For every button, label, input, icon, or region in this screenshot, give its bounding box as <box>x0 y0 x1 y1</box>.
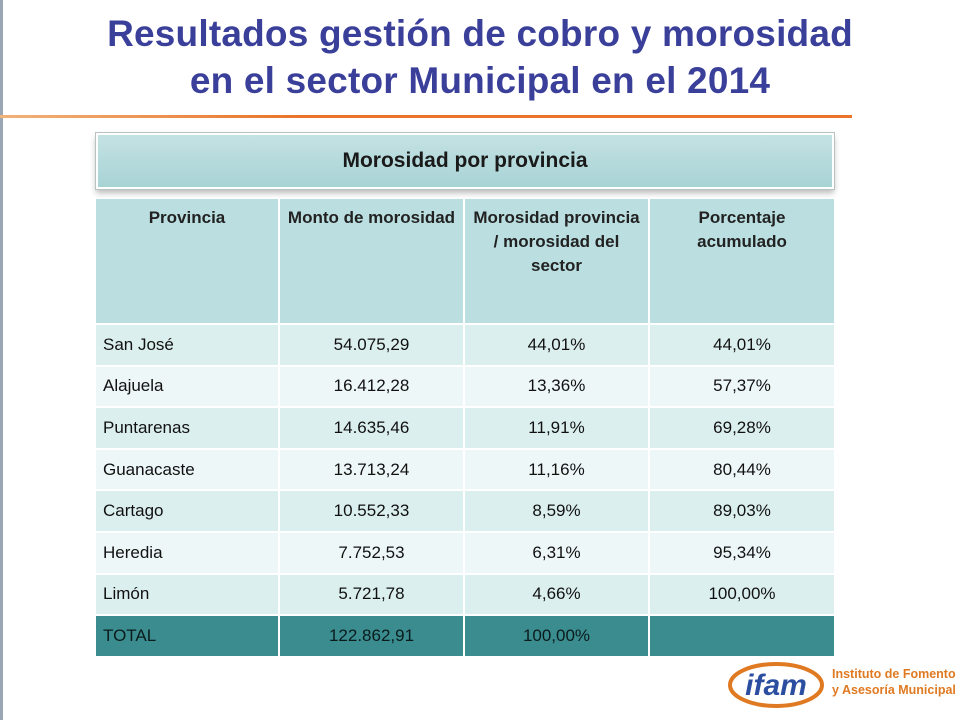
logo-text-line-1: Instituto de Fomento <box>832 667 956 681</box>
cell-acumulado: 100,00% <box>649 572 834 616</box>
table-row: Alajuela 16.412,28 13,36% 57,37% <box>96 364 834 408</box>
cell-ratio: 11,16% <box>464 447 650 491</box>
header-morosidad-ratio: Morosidad provincia / morosidad del sect… <box>464 199 650 324</box>
cell-provincia: San José <box>96 323 280 366</box>
page-title: Resultados gestión de cobro y morosidad … <box>0 10 960 104</box>
cell-acumulado: 69,28% <box>649 406 834 449</box>
table-row: Cartago 10.552,33 8,59% 89,03% <box>96 489 834 532</box>
cell-acumulado: 89,03% <box>649 489 834 532</box>
cell-acumulado: 80,44% <box>649 447 834 491</box>
cell-monto: 5.721,78 <box>279 572 465 616</box>
table-row: Heredia 7.752,53 6,31% 95,34% <box>96 530 834 574</box>
cell-provincia: Cartago <box>96 489 280 532</box>
cell-acumulado: 57,37% <box>649 364 834 408</box>
cell-ratio: 4,66% <box>464 572 650 616</box>
cell-acumulado: 44,01% <box>649 323 834 366</box>
cell-monto: 7.752,53 <box>279 530 465 574</box>
table-body: San José 54.075,29 44,01% 44,01% Alajuela 16.… <box>96 323 834 656</box>
cell-provincia: Heredia <box>96 530 280 574</box>
cell-provincia: Limón <box>96 572 280 616</box>
left-border <box>0 0 3 720</box>
table-header-row: Provincia Monto de morosidad Morosidad p… <box>96 199 834 324</box>
cell-monto: 16.412,28 <box>279 364 465 408</box>
morosidad-table: Provincia Monto de morosidad Morosidad p… <box>96 199 834 656</box>
table-row: San José 54.075,29 44,01% 44,01% <box>96 323 834 366</box>
header-porcentaje-acumulado: Porcentaje acumulado <box>649 199 834 324</box>
cell-ratio: 8,59% <box>464 489 650 532</box>
ifam-logo: ifam <box>728 662 824 708</box>
total-cell-monto: 122.862,91 <box>279 614 465 656</box>
total-cell-ratio: 100,00% <box>464 614 650 656</box>
table-row: Puntarenas 14.635,46 11,91% 69,28% <box>96 406 834 449</box>
logo-text-line-2: y Asesoría Municipal <box>832 683 956 697</box>
section-banner: Morosidad por provincia <box>95 132 835 190</box>
table-row: Guanacaste 13.713,24 11,16% 80,44% <box>96 447 834 491</box>
cell-monto: 54.075,29 <box>279 323 465 366</box>
cell-ratio: 11,91% <box>464 406 650 449</box>
cell-ratio: 44,01% <box>464 323 650 366</box>
page-title-line-2: en el sector Municipal en el 2014 <box>189 60 771 101</box>
cell-provincia: Alajuela <box>96 364 280 408</box>
header-monto: Monto de morosidad <box>279 199 465 324</box>
logo-text: Instituto de Fomento y Asesoría Municipa… <box>832 666 956 698</box>
cell-monto: 14.635,46 <box>279 406 465 449</box>
logo-mark: ifam <box>745 669 807 702</box>
table-total-row: TOTAL 122.862,91 100,00% <box>96 614 834 656</box>
total-cell-acumulado <box>649 614 834 656</box>
table-row: Limón 5.721,78 4,66% 100,00% <box>96 572 834 616</box>
header-provincia: Provincia <box>96 199 280 324</box>
cell-provincia: Guanacaste <box>96 447 280 491</box>
cell-ratio: 13,36% <box>464 364 650 408</box>
total-cell-provincia: TOTAL <box>96 614 280 656</box>
cell-acumulado: 95,34% <box>649 530 834 574</box>
cell-ratio: 6,31% <box>464 530 650 574</box>
section-banner-label: Morosidad por provincia <box>342 149 588 172</box>
cell-monto: 13.713,24 <box>279 447 465 491</box>
cell-provincia: Puntarenas <box>96 406 280 449</box>
page-title-line-1: Resultados gestión de cobro y morosidad <box>107 13 853 54</box>
cell-monto: 10.552,33 <box>279 489 465 532</box>
title-underline <box>0 115 852 118</box>
